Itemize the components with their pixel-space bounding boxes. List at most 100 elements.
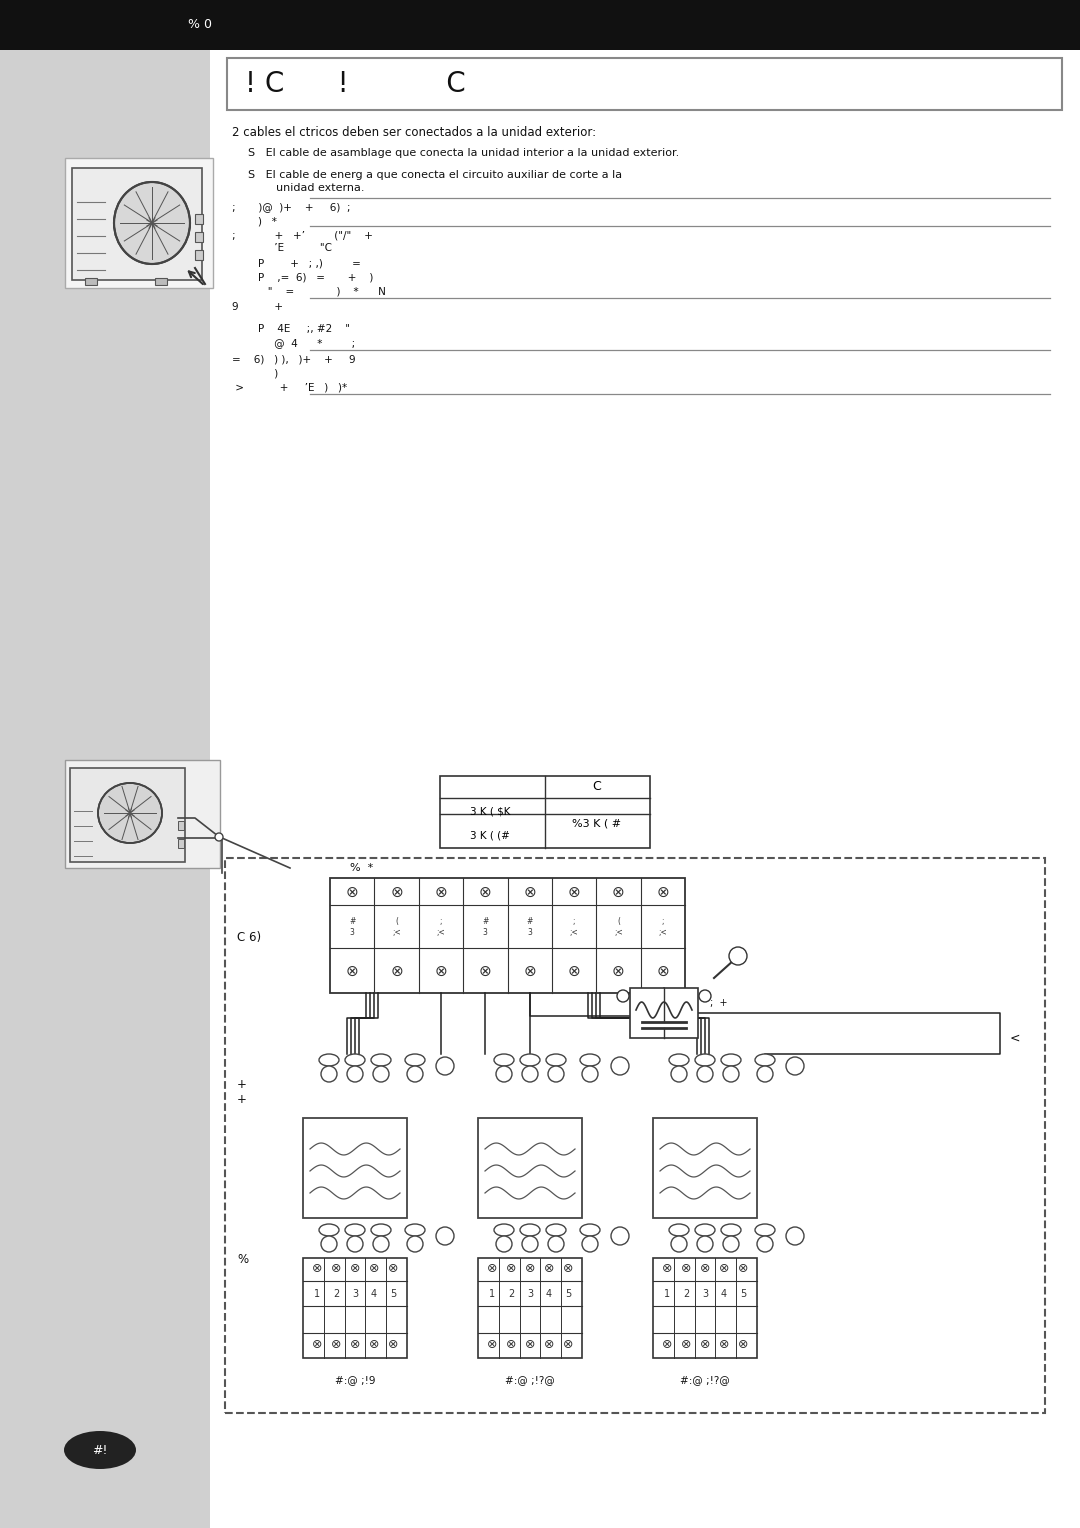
- Text: ;  +: ; +: [710, 998, 728, 1008]
- Circle shape: [786, 1227, 804, 1245]
- FancyBboxPatch shape: [195, 232, 203, 241]
- Text: 4: 4: [545, 1290, 552, 1299]
- Text: ⊗: ⊗: [524, 964, 536, 978]
- Text: 5: 5: [390, 1290, 396, 1299]
- Circle shape: [321, 1067, 337, 1082]
- Circle shape: [786, 1057, 804, 1076]
- Text: C: C: [593, 781, 602, 793]
- Circle shape: [347, 1067, 363, 1082]
- Text: ⊗: ⊗: [612, 885, 625, 900]
- Ellipse shape: [546, 1224, 566, 1236]
- Ellipse shape: [669, 1224, 689, 1236]
- Text: ⊗: ⊗: [487, 1262, 497, 1276]
- Text: ⊗: ⊗: [330, 1262, 341, 1276]
- Circle shape: [321, 1236, 337, 1251]
- Ellipse shape: [405, 1054, 426, 1067]
- FancyBboxPatch shape: [653, 1258, 757, 1358]
- Text: 3 K ( (#: 3 K ( (#: [470, 830, 510, 840]
- Text: 2 cables el ctricos deben ser conectados a la unidad exterior:: 2 cables el ctricos deben ser conectados…: [232, 125, 596, 139]
- Text: (
;<: ( ;<: [615, 917, 623, 937]
- FancyBboxPatch shape: [156, 278, 167, 286]
- Text: ⊗: ⊗: [478, 885, 491, 900]
- Circle shape: [373, 1236, 389, 1251]
- Text: P        +   ; ,)         =: P + ; ,) =: [232, 258, 361, 267]
- Circle shape: [436, 1057, 454, 1076]
- Circle shape: [697, 1067, 713, 1082]
- Text: +
+: + +: [237, 1077, 247, 1106]
- FancyBboxPatch shape: [330, 879, 685, 993]
- Ellipse shape: [519, 1224, 540, 1236]
- Text: 5: 5: [740, 1290, 746, 1299]
- Text: <: <: [1010, 1031, 1021, 1045]
- Text: ;
;<: ; ;<: [436, 917, 445, 937]
- Circle shape: [611, 1227, 629, 1245]
- Text: ⊗: ⊗: [525, 1339, 536, 1351]
- Text: ⊗: ⊗: [563, 1339, 573, 1351]
- Circle shape: [548, 1236, 564, 1251]
- Text: 4: 4: [370, 1290, 377, 1299]
- Ellipse shape: [345, 1224, 365, 1236]
- Text: 5: 5: [565, 1290, 571, 1299]
- Ellipse shape: [580, 1054, 600, 1067]
- Text: ⊗: ⊗: [434, 964, 447, 978]
- Text: ;
;<: ; ;<: [569, 917, 579, 937]
- FancyBboxPatch shape: [225, 859, 1045, 1413]
- Text: ⊗: ⊗: [388, 1262, 399, 1276]
- Text: ! C      !           C: ! C ! C: [245, 70, 465, 98]
- Text: ⊗: ⊗: [738, 1339, 748, 1351]
- Text: ⊗: ⊗: [738, 1262, 748, 1276]
- Ellipse shape: [494, 1054, 514, 1067]
- Ellipse shape: [696, 1224, 715, 1236]
- Text: ⊗: ⊗: [657, 964, 670, 978]
- Text: %  *: % *: [350, 863, 374, 872]
- Circle shape: [347, 1236, 363, 1251]
- Text: ⊗: ⊗: [662, 1262, 672, 1276]
- FancyBboxPatch shape: [653, 1118, 757, 1218]
- Circle shape: [699, 990, 711, 1002]
- Text: 3: 3: [702, 1290, 708, 1299]
- FancyBboxPatch shape: [0, 0, 1080, 50]
- Text: ⊗: ⊗: [612, 964, 625, 978]
- Text: ⊗: ⊗: [330, 1339, 341, 1351]
- FancyBboxPatch shape: [85, 278, 97, 286]
- Text: ⊗: ⊗: [368, 1339, 379, 1351]
- Text: ⊗: ⊗: [350, 1339, 361, 1351]
- Ellipse shape: [721, 1054, 741, 1067]
- Text: ⊗: ⊗: [346, 885, 359, 900]
- Text: ⊗: ⊗: [390, 964, 403, 978]
- Circle shape: [522, 1067, 538, 1082]
- Circle shape: [407, 1236, 423, 1251]
- Circle shape: [757, 1236, 773, 1251]
- Text: ⊗: ⊗: [487, 1339, 497, 1351]
- Ellipse shape: [546, 1054, 566, 1067]
- FancyBboxPatch shape: [178, 821, 184, 830]
- Ellipse shape: [64, 1432, 136, 1468]
- Text: ): ): [232, 368, 279, 377]
- Ellipse shape: [319, 1224, 339, 1236]
- FancyBboxPatch shape: [303, 1118, 407, 1218]
- Text: S   El cable de asamblage que conecta la unidad interior a la unidad exterior.: S El cable de asamblage que conecta la u…: [248, 148, 679, 157]
- Text: 1: 1: [489, 1290, 495, 1299]
- Ellipse shape: [372, 1054, 391, 1067]
- Circle shape: [611, 1057, 629, 1076]
- Text: )   *: ) *: [232, 215, 276, 226]
- FancyBboxPatch shape: [195, 251, 203, 260]
- Text: ;
;<: ; ;<: [659, 917, 667, 937]
- Circle shape: [373, 1067, 389, 1082]
- Text: ⊗: ⊗: [543, 1262, 554, 1276]
- Text: ⊗: ⊗: [568, 885, 580, 900]
- Ellipse shape: [755, 1224, 775, 1236]
- FancyBboxPatch shape: [65, 759, 220, 868]
- Ellipse shape: [405, 1224, 426, 1236]
- Ellipse shape: [98, 782, 162, 843]
- Text: ⊗: ⊗: [657, 885, 670, 900]
- Circle shape: [697, 1236, 713, 1251]
- Ellipse shape: [755, 1054, 775, 1067]
- Text: =    6)   ) ),   )+    +     9: = 6) ) ), )+ + 9: [232, 354, 355, 364]
- Circle shape: [407, 1067, 423, 1082]
- FancyBboxPatch shape: [0, 50, 210, 1528]
- Ellipse shape: [519, 1054, 540, 1067]
- Text: 2: 2: [333, 1290, 339, 1299]
- Ellipse shape: [372, 1224, 391, 1236]
- FancyBboxPatch shape: [72, 168, 202, 280]
